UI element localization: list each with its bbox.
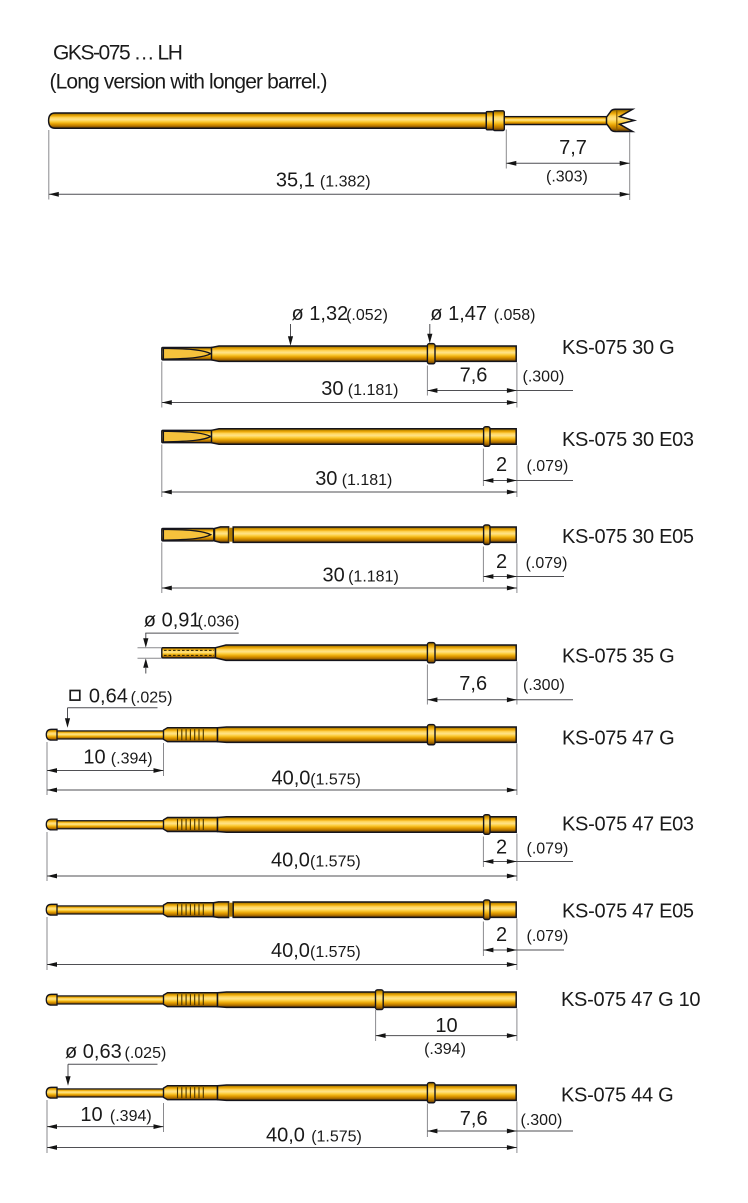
svg-text:(1.382): (1.382) [320, 173, 371, 190]
svg-text:(.036): (.036) [198, 614, 240, 631]
svg-text:(.394): (.394) [111, 751, 153, 768]
svg-text:2: 2 [496, 551, 507, 573]
svg-text:(.300): (.300) [523, 369, 565, 386]
svg-text:2: 2 [496, 837, 507, 859]
svg-text:7,6: 7,6 [460, 1108, 488, 1130]
svg-text:KS-075 47 G 10: KS-075 47 G 10 [561, 989, 700, 1011]
svg-text:GKS-075 … LH: GKS-075 … LH [53, 42, 182, 65]
svg-text:30: 30 [315, 468, 337, 490]
svg-text:(1.181): (1.181) [342, 472, 393, 489]
svg-text:40,0: 40,0 [271, 940, 310, 962]
svg-text:ø 1,47: ø 1,47 [430, 303, 487, 325]
svg-text:40,0: 40,0 [266, 1125, 305, 1147]
svg-text:(.079): (.079) [527, 458, 569, 475]
svg-text:7,6: 7,6 [459, 673, 487, 695]
svg-text:2: 2 [496, 924, 507, 946]
svg-text:30: 30 [323, 565, 345, 587]
svg-text:ø 1,32: ø 1,32 [292, 303, 349, 325]
svg-text:10: 10 [435, 1015, 457, 1037]
svg-text:KS-075 47 E03: KS-075 47 E03 [562, 814, 694, 836]
svg-text:40,0: 40,0 [271, 850, 310, 872]
svg-text:(1.181): (1.181) [348, 382, 399, 399]
svg-text:KS-075 47 G: KS-075 47 G [562, 727, 674, 749]
svg-text:KS-075 30 E03: KS-075 30 E03 [562, 429, 694, 451]
svg-text:7,7: 7,7 [559, 137, 587, 159]
svg-text:(1.575): (1.575) [310, 771, 361, 788]
svg-text:ø 0,91: ø 0,91 [144, 610, 201, 632]
svg-text:35,1: 35,1 [276, 169, 315, 191]
svg-text:(.303): (.303) [546, 169, 588, 186]
svg-text:(.079): (.079) [526, 555, 568, 572]
svg-text:KS-075 30 E05: KS-075 30 E05 [562, 526, 694, 548]
svg-text:KS-075 30 G: KS-075 30 G [562, 337, 674, 359]
svg-text:10: 10 [83, 747, 105, 769]
svg-text:30: 30 [321, 378, 343, 400]
svg-text:2: 2 [496, 454, 507, 476]
svg-text:(.052): (.052) [346, 307, 388, 324]
svg-text:(.025): (.025) [131, 690, 173, 707]
svg-text:ø 0,63: ø 0,63 [65, 1041, 122, 1063]
svg-text:(.079): (.079) [527, 928, 569, 945]
svg-text:10: 10 [80, 1104, 102, 1126]
svg-text:7,6: 7,6 [460, 365, 488, 387]
svg-text:(1.575): (1.575) [311, 1129, 362, 1146]
svg-text:KS-075 47 E05: KS-075 47 E05 [562, 900, 694, 922]
svg-text:(.058): (.058) [494, 307, 536, 324]
svg-text:(.394): (.394) [424, 1041, 466, 1058]
svg-text:(.025): (.025) [125, 1045, 167, 1062]
svg-text:(.394): (.394) [110, 1108, 152, 1125]
svg-text:(1.181): (1.181) [348, 569, 399, 586]
svg-text:(.300): (.300) [523, 677, 565, 694]
svg-text:(Long version with longer barr: (Long version with longer barrel.) [50, 70, 327, 93]
svg-text:KS-075 44 G: KS-075 44 G [561, 1085, 673, 1107]
svg-text:40,0: 40,0 [272, 767, 311, 789]
svg-text:(1.575): (1.575) [310, 854, 361, 871]
svg-text:KS-075 35 G: KS-075 35 G [562, 646, 674, 668]
svg-text:(1.575): (1.575) [310, 944, 361, 961]
svg-text:(.079): (.079) [527, 841, 569, 858]
svg-text:(.300): (.300) [521, 1112, 563, 1129]
svg-text:0,64: 0,64 [89, 686, 128, 708]
